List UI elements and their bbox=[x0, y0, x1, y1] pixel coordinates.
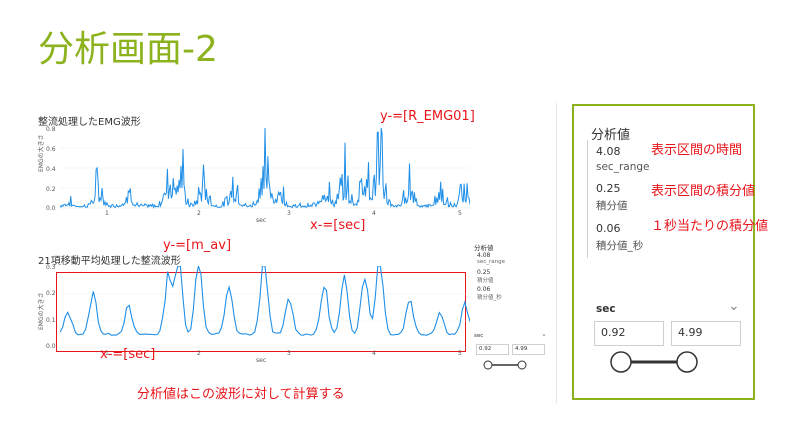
x-tick: 5 bbox=[458, 350, 462, 357]
mini-value-2: 0.25 bbox=[477, 269, 491, 276]
bottom-chart-title: 21項移動平均処理した整流波形 bbox=[38, 256, 181, 267]
side-slider-label: sec bbox=[596, 303, 616, 315]
y-tick: 0.0 bbox=[46, 205, 56, 212]
side-range-slider[interactable] bbox=[605, 348, 705, 376]
bottom-chart-plot bbox=[60, 266, 470, 349]
top-chart-title: 整流処理したEMG波形 bbox=[38, 117, 141, 128]
x-tick: 3 bbox=[287, 350, 291, 357]
mini-slider-handle-max bbox=[517, 360, 527, 370]
side-label-1: sec_range bbox=[596, 161, 650, 173]
top-chart-plot bbox=[60, 128, 470, 209]
side-value-3: 0.06 bbox=[596, 222, 621, 235]
side-divider bbox=[587, 140, 588, 258]
side-panel-title: 分析値 bbox=[591, 128, 631, 143]
bottom-chart-xticks: 1 2 3 4 5 bbox=[60, 350, 470, 358]
mini-range-slider[interactable] bbox=[480, 358, 540, 372]
mini-label-3: 積分値_秒 bbox=[477, 295, 502, 301]
side-value-1: 4.08 bbox=[596, 145, 621, 158]
side-max-input[interactable]: 4.99 bbox=[671, 321, 741, 346]
x-tick: 4 bbox=[372, 350, 376, 357]
y-tick: 0.8 bbox=[46, 126, 56, 133]
top-chart-series-line bbox=[60, 128, 470, 209]
x-tick: 4 bbox=[372, 210, 376, 217]
top-chart-xlabel: sec bbox=[256, 217, 267, 224]
top-chart-yticks: 0.8 0.6 0.4 0.2 0.0 bbox=[46, 126, 56, 216]
y-tick: 0.4 bbox=[46, 166, 56, 173]
y-tick: 0.6 bbox=[46, 146, 56, 153]
x-tick: 2 bbox=[197, 210, 201, 217]
top-chart-xticks: 1 2 3 4 5 bbox=[60, 210, 470, 218]
mini-slider-handle-min bbox=[483, 360, 493, 370]
x-tick: 2 bbox=[197, 350, 201, 357]
side-min-input[interactable]: 0.92 bbox=[594, 321, 664, 346]
bottom-chart-x-annotation: x-=[sec] bbox=[100, 347, 156, 362]
highlight-box bbox=[56, 272, 466, 352]
side-slider-handle-min bbox=[610, 351, 632, 373]
x-tick: 3 bbox=[287, 210, 291, 217]
side-note-1: 表示区間の時間 bbox=[651, 143, 743, 158]
mini-title: 分析値 bbox=[474, 244, 494, 252]
bottom-chart-xlabel: sec bbox=[256, 357, 267, 364]
y-tick: 0.2 bbox=[46, 290, 56, 297]
mini-value-1: 4.08 bbox=[477, 252, 491, 259]
side-label-2: 積分値 bbox=[596, 200, 628, 212]
x-tick: 1 bbox=[105, 210, 109, 217]
side-note-2: 表示区間の積分値 bbox=[651, 184, 756, 199]
side-note-3: １秒当たりの積分値 bbox=[651, 219, 769, 234]
chevron-down-icon[interactable]: ⌄ bbox=[728, 298, 740, 314]
mini-value-3: 0.06 bbox=[477, 286, 491, 293]
bottom-chart-series-line bbox=[60, 266, 470, 336]
report-panel bbox=[30, 103, 557, 403]
analysis-side-panel bbox=[572, 104, 755, 400]
y-tick: 0.1 bbox=[46, 317, 56, 324]
mini-label-2: 積分値 bbox=[477, 278, 494, 284]
top-chart-ylabel: EMGの大きさ bbox=[38, 134, 45, 172]
bottom-chart-yticks: 0.3 0.2 0.1 0.0 bbox=[46, 264, 56, 350]
slide-title: 分析画面-2 bbox=[38, 29, 218, 70]
side-slider-handle-max bbox=[676, 351, 698, 373]
analysis-note: 分析値はこの波形に対して計算する bbox=[137, 387, 345, 402]
mini-slider-label: sec bbox=[474, 333, 484, 339]
side-value-2: 0.25 bbox=[596, 182, 621, 195]
top-chart-y-annotation: y-=[R_EMG01] bbox=[380, 109, 475, 124]
y-tick: 0.3 bbox=[46, 264, 56, 271]
bottom-chart-y-annotation: y-=[m_av] bbox=[163, 238, 232, 253]
mini-label-1: sec_range bbox=[477, 259, 506, 265]
y-tick: 0.0 bbox=[46, 343, 56, 350]
x-tick: 5 bbox=[458, 210, 462, 217]
top-chart-x-annotation: x-=[sec] bbox=[310, 218, 366, 233]
chevron-down-icon[interactable]: ⌄ bbox=[541, 330, 547, 338]
bottom-chart-ylabel: EMGの大きさ bbox=[38, 292, 45, 330]
mini-min-input[interactable]: 0.92 bbox=[476, 344, 509, 355]
x-tick: 1 bbox=[105, 350, 109, 357]
mini-max-input[interactable]: 4.99 bbox=[512, 344, 545, 355]
mini-analysis-card: 分析値 4.08 sec_range 0.25 積分値 0.06 積分値_秒 bbox=[474, 242, 544, 302]
side-label-3: 積分値_秒 bbox=[596, 240, 644, 252]
y-tick: 0.2 bbox=[46, 186, 56, 193]
